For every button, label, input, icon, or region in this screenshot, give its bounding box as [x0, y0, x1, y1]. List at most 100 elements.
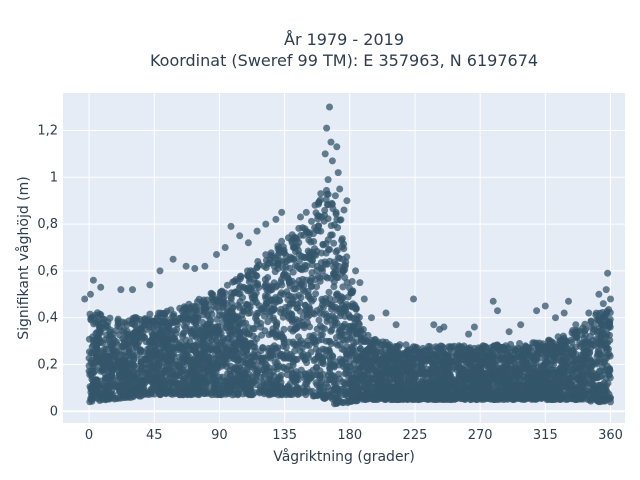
data-point: [374, 361, 382, 368]
data-point: [212, 323, 220, 331]
data-point: [346, 358, 354, 366]
data-point: [120, 336, 128, 344]
data-point: [321, 394, 329, 402]
data-point: [247, 267, 254, 275]
data-point: [315, 222, 323, 230]
data-point: [498, 389, 506, 397]
data-point: [273, 319, 281, 327]
data-point: [295, 277, 303, 284]
data-point: [324, 236, 332, 244]
data-point: [208, 290, 216, 298]
data-point: [103, 368, 111, 376]
data-point: [338, 243, 346, 251]
data-point: [123, 330, 130, 338]
data-point: [409, 358, 417, 366]
data-point: [567, 362, 575, 370]
data-point: [360, 374, 368, 382]
data-point: [490, 370, 498, 377]
data-point: [292, 262, 299, 270]
data-point: [327, 300, 334, 308]
data-point: [298, 319, 306, 326]
data-point: [342, 381, 350, 388]
data-point: [568, 338, 576, 346]
data-point: [500, 396, 508, 404]
data-point: [352, 370, 360, 378]
data-point: [138, 324, 145, 332]
data-point: [530, 360, 538, 368]
data-point: [98, 356, 106, 364]
data-point: [364, 370, 371, 378]
data-point: [169, 381, 177, 389]
data-point: [585, 388, 592, 396]
data-point: [279, 313, 287, 321]
data-point: [295, 224, 303, 232]
data-point: [262, 251, 270, 259]
data-point: [252, 377, 260, 385]
data-point: [330, 283, 338, 291]
data-point: [210, 385, 217, 393]
data-point: [161, 311, 168, 319]
data-point: [215, 307, 223, 315]
data-point: [180, 379, 188, 387]
data-point: [145, 345, 153, 353]
data-point: [311, 340, 319, 348]
data-point: [273, 359, 281, 367]
data-point: [205, 354, 213, 362]
data-point: [482, 373, 490, 381]
data-point: [318, 213, 326, 221]
data-point: [286, 253, 294, 261]
data-point: [126, 336, 134, 344]
data-point: [119, 351, 127, 359]
data-point: [521, 368, 529, 376]
data-point: [280, 325, 288, 333]
data-point: [264, 274, 272, 281]
data-point: [101, 345, 108, 353]
data-point: [321, 206, 329, 214]
data-point: [387, 375, 395, 383]
data-point: [492, 352, 500, 360]
data-point: [572, 396, 580, 404]
data-point: [472, 389, 480, 397]
data-point: [331, 192, 339, 200]
data-point: [306, 305, 314, 313]
data-point: [313, 247, 321, 255]
data-point: [186, 357, 194, 365]
data-point: [603, 354, 611, 362]
data-point: [301, 261, 309, 269]
data-point: [260, 380, 268, 388]
data-point: [241, 326, 249, 334]
data-point: [330, 239, 338, 247]
data-point: [549, 356, 557, 364]
data-point: [307, 295, 314, 303]
data-point: [423, 357, 431, 365]
data-point: [307, 348, 315, 356]
data-point: [500, 377, 508, 385]
data-point: [93, 339, 101, 347]
data-point: [606, 315, 614, 323]
data-point: [349, 287, 357, 295]
data-point: [222, 347, 230, 355]
data-point: [138, 365, 146, 373]
data-point: [87, 385, 95, 393]
data-point: [604, 379, 612, 387]
data-point: [213, 315, 221, 323]
data-point: [252, 289, 260, 297]
data-point: [326, 356, 334, 364]
data-point: [224, 335, 231, 343]
data-point: [265, 367, 273, 375]
data-point: [542, 343, 550, 351]
data-point: [295, 239, 303, 246]
data-point: [606, 331, 613, 339]
data-point: [596, 367, 604, 375]
data-point: [177, 314, 184, 322]
data-point: [236, 364, 244, 371]
data-point: [272, 295, 280, 303]
data-point: [281, 258, 289, 266]
data-point: [313, 283, 321, 291]
data-point: [203, 296, 211, 304]
data-point: [106, 326, 114, 334]
data-point: [331, 400, 338, 408]
data-point: [146, 338, 154, 346]
data-point: [181, 374, 188, 382]
